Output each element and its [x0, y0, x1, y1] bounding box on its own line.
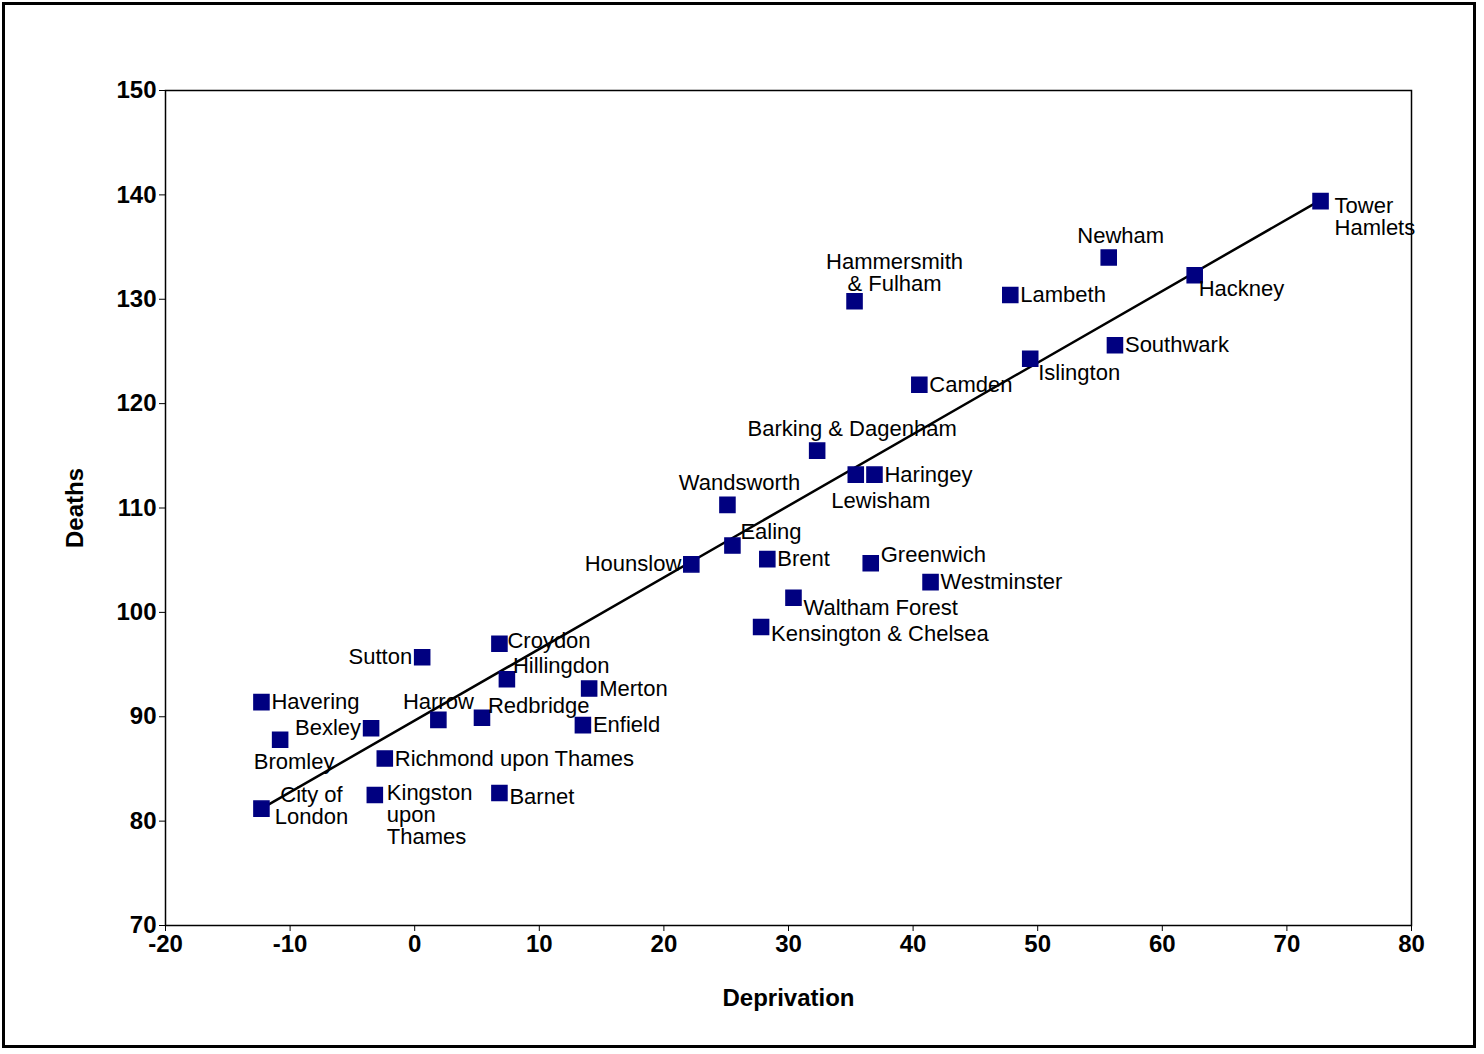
svg-text:70: 70 [129, 911, 157, 939]
svg-text:Waltham Forest: Waltham Forest [803, 595, 957, 620]
svg-text:80: 80 [130, 807, 157, 834]
svg-text:Bexley: Bexley [295, 715, 361, 740]
svg-text:Havering: Havering [271, 689, 359, 714]
svg-text:Merton: Merton [599, 676, 667, 701]
svg-text:40: 40 [900, 930, 927, 957]
svg-text:Hackney: Hackney [1199, 276, 1285, 301]
svg-text:KingstonuponThames: KingstonuponThames [387, 780, 473, 849]
svg-text:10: 10 [526, 930, 553, 957]
svg-text:TowerHamlets: TowerHamlets [1335, 193, 1416, 240]
svg-text:90: 90 [130, 702, 157, 729]
svg-text:80: 80 [1398, 930, 1425, 957]
svg-text:70: 70 [1274, 930, 1301, 957]
svg-text:Islington: Islington [1038, 360, 1120, 385]
svg-text:Southwark: Southwark [1125, 332, 1230, 357]
svg-text:Croydon: Croydon [507, 628, 590, 653]
svg-text:Greenwich: Greenwich [881, 542, 986, 567]
svg-text:Enfield: Enfield [593, 712, 660, 737]
svg-text:150: 150 [116, 76, 156, 103]
svg-text:Ealing: Ealing [740, 519, 801, 544]
svg-text:Sutton: Sutton [349, 644, 413, 669]
svg-text:Westminster: Westminster [941, 569, 1063, 594]
svg-text:Barnet: Barnet [509, 784, 574, 809]
svg-text:Hillingdon: Hillingdon [513, 653, 610, 678]
svg-text:60: 60 [1149, 930, 1176, 957]
svg-text:100: 100 [116, 598, 156, 625]
svg-text:Deaths: Deaths [61, 468, 88, 548]
svg-text:Haringey: Haringey [884, 462, 972, 487]
svg-text:Wandsworth: Wandsworth [679, 470, 800, 495]
svg-text:130: 130 [116, 285, 156, 312]
svg-text:110: 110 [118, 494, 157, 521]
svg-text:Deprivation: Deprivation [722, 984, 854, 1011]
svg-text:Hammersmith& Fulham: Hammersmith& Fulham [826, 249, 963, 296]
svg-text:Bromley: Bromley [254, 749, 335, 774]
svg-text:-10: -10 [273, 930, 308, 957]
svg-text:120: 120 [116, 389, 156, 416]
svg-text:Lewisham: Lewisham [831, 488, 930, 513]
svg-text:Harrow: Harrow [403, 689, 474, 714]
svg-text:Camden: Camden [929, 372, 1012, 397]
svg-text:50: 50 [1024, 930, 1051, 957]
svg-text:Newham: Newham [1077, 223, 1164, 248]
svg-text:Kensington & Chelsea: Kensington & Chelsea [771, 621, 989, 646]
svg-text:30: 30 [775, 930, 802, 957]
svg-text:-20: -20 [148, 930, 183, 957]
svg-text:Brent: Brent [777, 546, 830, 571]
svg-text:Hounslow: Hounslow [585, 551, 682, 576]
svg-text:0: 0 [408, 930, 421, 957]
svg-text:Barking & Dagenham: Barking & Dagenham [748, 416, 957, 441]
svg-text:140: 140 [116, 181, 156, 208]
svg-text:City ofLondon: City ofLondon [275, 782, 348, 829]
svg-text:Lambeth: Lambeth [1020, 282, 1106, 307]
svg-text:Richmond upon Thames: Richmond upon Thames [395, 746, 634, 771]
svg-text:20: 20 [651, 930, 678, 957]
svg-text:Redbridge: Redbridge [488, 693, 590, 718]
